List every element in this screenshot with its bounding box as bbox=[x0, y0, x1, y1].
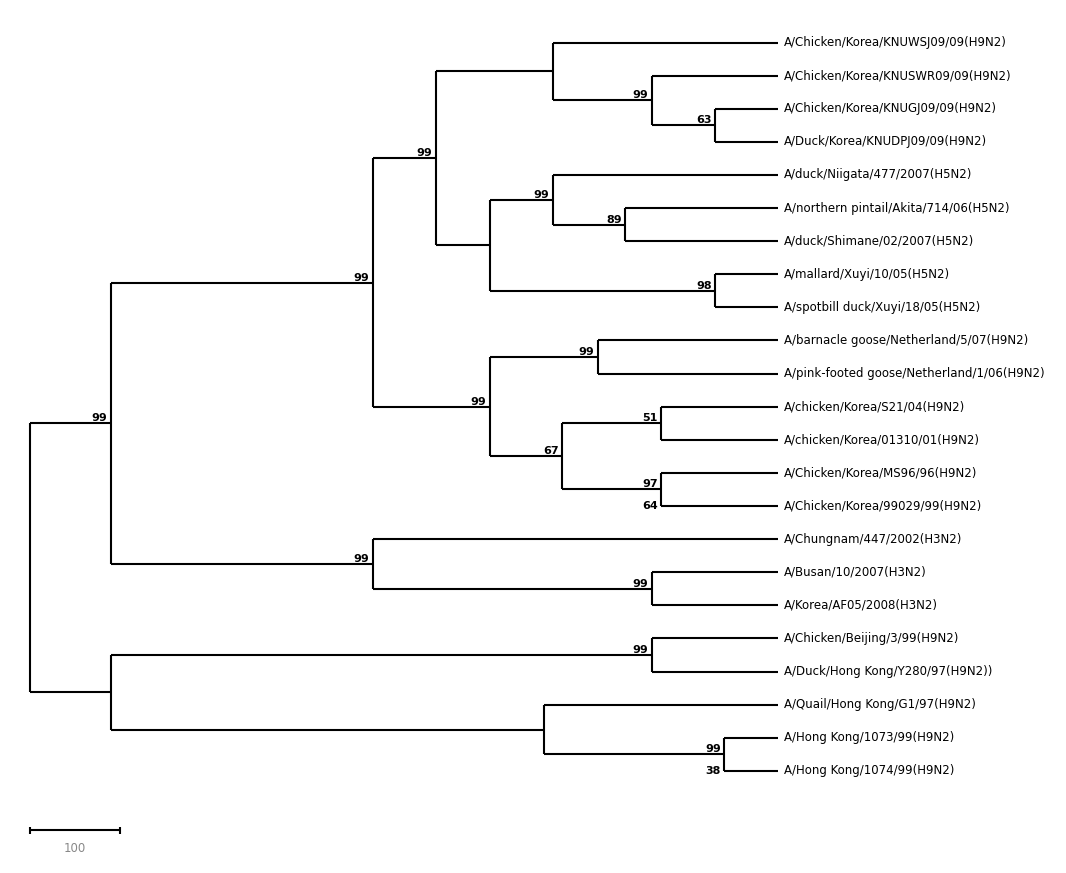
Text: 64: 64 bbox=[642, 501, 658, 511]
Text: 99: 99 bbox=[633, 579, 648, 588]
Text: A/pink-footed goose/Netherland/1/06(H9N2): A/pink-footed goose/Netherland/1/06(H9N2… bbox=[784, 367, 1045, 380]
Text: 99: 99 bbox=[633, 645, 648, 655]
Text: A/chicken/Korea/S21/04(H9N2): A/chicken/Korea/S21/04(H9N2) bbox=[784, 400, 965, 413]
Text: A/Chicken/Korea/MS96/96(H9N2): A/Chicken/Korea/MS96/96(H9N2) bbox=[784, 466, 978, 479]
Text: A/Chungnam/447/2002(H3N2): A/Chungnam/447/2002(H3N2) bbox=[784, 533, 963, 546]
Text: 99: 99 bbox=[470, 396, 486, 407]
Text: A/Chicken/Korea/KNUWSJ09/09(H9N2): A/Chicken/Korea/KNUWSJ09/09(H9N2) bbox=[784, 36, 1006, 49]
Text: 99: 99 bbox=[417, 148, 432, 158]
Text: 99: 99 bbox=[353, 554, 369, 564]
Text: 97: 97 bbox=[642, 479, 658, 490]
Text: A/Busan/10/2007(H3N2): A/Busan/10/2007(H3N2) bbox=[784, 566, 926, 579]
Text: A/Korea/AF05/2008(H3N2): A/Korea/AF05/2008(H3N2) bbox=[784, 599, 938, 612]
Text: 99: 99 bbox=[92, 413, 108, 423]
Text: A/Hong Kong/1074/99(H9N2): A/Hong Kong/1074/99(H9N2) bbox=[784, 765, 954, 777]
Text: 99: 99 bbox=[579, 347, 595, 357]
Text: 38: 38 bbox=[706, 766, 721, 776]
Text: 89: 89 bbox=[605, 215, 621, 224]
Text: A/Chicken/Beijing/3/99(H9N2): A/Chicken/Beijing/3/99(H9N2) bbox=[784, 632, 959, 645]
Text: A/Quail/Hong Kong/G1/97(H9N2): A/Quail/Hong Kong/G1/97(H9N2) bbox=[784, 698, 975, 711]
Text: A/duck/Niigata/477/2007(H5N2): A/duck/Niigata/477/2007(H5N2) bbox=[784, 168, 972, 182]
Text: 99: 99 bbox=[353, 272, 369, 283]
Text: 63: 63 bbox=[696, 115, 712, 126]
Text: 99: 99 bbox=[534, 189, 549, 200]
Text: A/Chicken/Korea/KNUGJ09/09(H9N2): A/Chicken/Korea/KNUGJ09/09(H9N2) bbox=[784, 102, 997, 115]
Text: A/Chicken/Korea/99029/99(H9N2): A/Chicken/Korea/99029/99(H9N2) bbox=[784, 499, 982, 512]
Text: 98: 98 bbox=[696, 281, 712, 291]
Text: A/northern pintail/Akita/714/06(H5N2): A/northern pintail/Akita/714/06(H5N2) bbox=[784, 202, 1010, 215]
Text: A/duck/Shimane/02/2007(H5N2): A/duck/Shimane/02/2007(H5N2) bbox=[784, 235, 974, 248]
Text: A/Hong Kong/1073/99(H9N2): A/Hong Kong/1073/99(H9N2) bbox=[784, 732, 954, 745]
Text: 100: 100 bbox=[64, 842, 86, 855]
Text: A/chicken/Korea/01310/01(H9N2): A/chicken/Korea/01310/01(H9N2) bbox=[784, 433, 980, 446]
Text: A/barnacle goose/Netherland/5/07(H9N2): A/barnacle goose/Netherland/5/07(H9N2) bbox=[784, 334, 1028, 347]
Text: A/mallard/Xuyi/10/05(H5N2): A/mallard/Xuyi/10/05(H5N2) bbox=[784, 268, 950, 281]
Text: A/spotbill duck/Xuyi/18/05(H5N2): A/spotbill duck/Xuyi/18/05(H5N2) bbox=[784, 301, 980, 314]
Text: 99: 99 bbox=[705, 745, 721, 754]
Text: A/Duck/Hong Kong/Y280/97(H9N2)): A/Duck/Hong Kong/Y280/97(H9N2)) bbox=[784, 665, 992, 678]
Text: 99: 99 bbox=[633, 91, 648, 100]
Text: A/Duck/Korea/KNUDPJ09/09(H9N2): A/Duck/Korea/KNUDPJ09/09(H9N2) bbox=[784, 135, 987, 148]
Text: 51: 51 bbox=[642, 413, 658, 423]
Text: A/Chicken/Korea/KNUSWR09/09(H9N2): A/Chicken/Korea/KNUSWR09/09(H9N2) bbox=[784, 69, 1012, 82]
Text: 67: 67 bbox=[543, 446, 559, 457]
